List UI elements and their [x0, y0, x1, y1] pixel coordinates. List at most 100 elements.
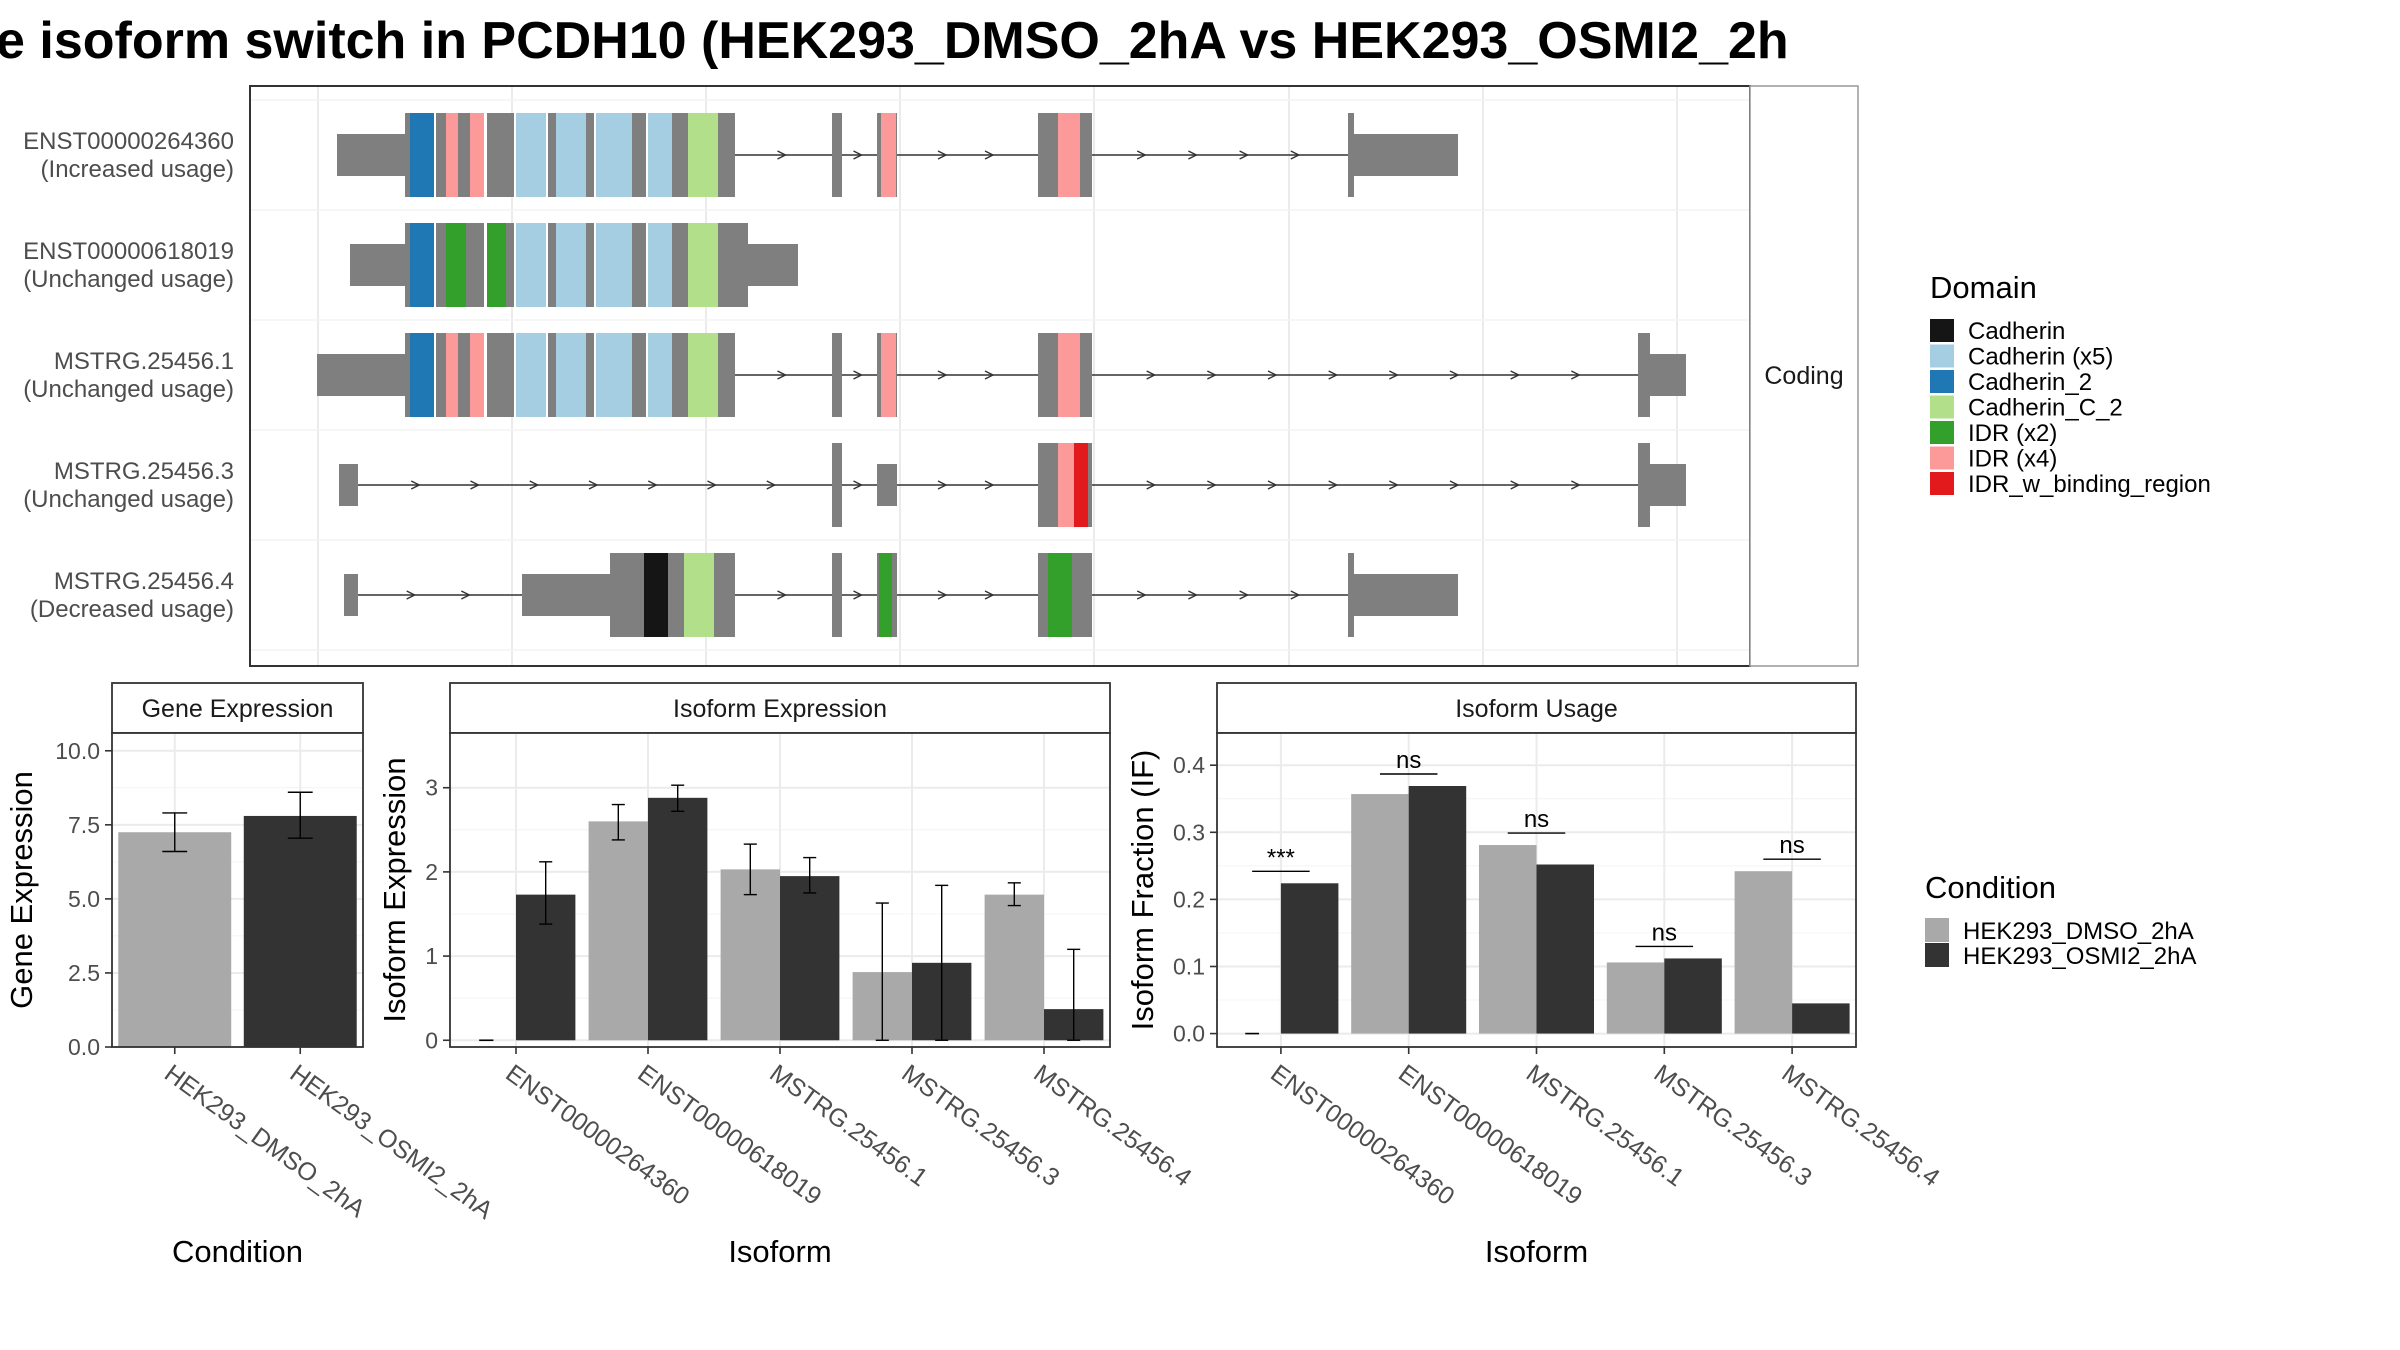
domain-block — [1048, 553, 1072, 637]
intron-direction-arrow — [1239, 590, 1250, 600]
intron-direction-arrow — [1328, 480, 1339, 490]
coding-exon — [1638, 333, 1650, 417]
domain-legend-label: Cadherin (x5) — [1968, 344, 2113, 371]
utr-exon — [337, 134, 405, 176]
coding-exon — [1348, 553, 1354, 637]
y-tick-label: 0.0 — [1173, 1021, 1205, 1047]
domain-block — [648, 223, 672, 307]
intron-direction-arrow — [937, 370, 948, 380]
domain-legend-label: IDR (x4) — [1968, 446, 2057, 473]
y-axis-title: Isoform Fraction (IF) — [1125, 750, 1160, 1031]
intron-direction-arrow — [937, 480, 948, 490]
isoform-usage-chart: Isoform Usage***nsnsnsns0.00.10.20.30.4E… — [1125, 682, 1945, 1269]
domain-legend-swatch — [1930, 472, 1954, 495]
panel-strip-title: Gene Expression — [142, 695, 334, 723]
domain-block — [688, 113, 718, 197]
bar — [720, 869, 780, 1041]
intron-direction-arrow — [777, 370, 788, 380]
domain-separator — [594, 113, 596, 197]
domain-separator — [546, 113, 548, 197]
y-tick-label: 1 — [425, 943, 438, 969]
domain-legend-label: Cadherin — [1968, 318, 2065, 345]
condition-legend-label: HEK293_OSMI2_2hA — [1963, 943, 2196, 970]
y-axis-title: Gene Expression — [4, 771, 39, 1009]
domain-block — [596, 333, 632, 417]
y-tick-label: 7.5 — [68, 812, 100, 838]
bar — [1280, 883, 1339, 1034]
intron-direction-arrow — [529, 480, 540, 490]
domain-separator — [594, 333, 596, 417]
domain-block — [516, 333, 546, 417]
domain-block — [556, 333, 586, 417]
facet-label: Coding — [1764, 362, 1843, 390]
significance-label: *** — [1267, 844, 1295, 871]
x-axis-title: Isoform — [728, 1234, 831, 1269]
x-axis-title: Isoform — [1485, 1234, 1588, 1269]
domain-block — [410, 333, 434, 417]
condition-legend-swatch — [1925, 918, 1949, 942]
coding-exon — [832, 443, 842, 527]
figure-title: e isoform switch in PCDH10 (HEK293_DMSO_… — [0, 12, 1789, 70]
intron-direction-arrow — [1146, 370, 1157, 380]
intron-direction-arrow — [853, 150, 864, 160]
domain-separator — [514, 223, 516, 307]
intron-direction-arrow — [1207, 370, 1217, 380]
utr-exon — [748, 244, 798, 286]
structure-gridlines — [251, 87, 1749, 665]
domain-block — [410, 223, 434, 307]
domain-block — [470, 113, 486, 197]
y-tick-label: 3 — [425, 775, 438, 801]
domain-legend-swatch — [1930, 421, 1954, 444]
intron-direction-arrow — [1267, 480, 1278, 490]
domain-block — [881, 113, 896, 197]
domain-separator — [434, 223, 436, 307]
intron-direction-arrow — [984, 150, 995, 160]
domain-separator — [646, 223, 648, 307]
transcript-id-label: ENST00000618019 — [23, 238, 234, 265]
domain-block — [1074, 443, 1088, 527]
intron-direction-arrow — [1188, 590, 1198, 600]
domain-block — [516, 223, 546, 307]
y-tick-label: 2.5 — [68, 960, 100, 986]
domain-block — [556, 113, 586, 197]
domain-separator — [546, 333, 548, 417]
condition-legend: Condition HEK293_DMSO_2hAHEK293_OSMI2_2h… — [1925, 870, 2196, 970]
intron-direction-arrow — [937, 150, 948, 160]
domain-block — [516, 113, 546, 197]
intron-direction-arrow — [1389, 370, 1399, 380]
intron-direction-arrow — [1510, 370, 1521, 380]
domain-block — [1058, 333, 1080, 417]
intron-direction-arrow — [1290, 150, 1301, 160]
bar — [1351, 794, 1409, 1034]
transcript-labels: ENST00000264360(Increased usage) ENST0000… — [23, 128, 234, 623]
utr-exon — [350, 244, 405, 286]
gene-expression-chart: Gene Expression 0.0 2.5 5.0 7.5 10.0 HEK293_DM… — [4, 682, 498, 1269]
intron-direction-arrow — [1290, 590, 1301, 600]
intron-direction-arrow — [406, 590, 417, 600]
domain-legend-swatch — [1930, 370, 1954, 393]
intron-direction-arrow — [1207, 480, 1217, 490]
transcript-id-label: ENST00000264360 — [23, 128, 234, 155]
panel-strip — [111, 682, 364, 734]
significance-label: ns — [1396, 747, 1421, 774]
intron-direction-arrow — [937, 590, 948, 600]
domain-separator — [484, 113, 487, 197]
isoform-expression-chart: Isoform Expression0123ENST00000264360ENS… — [377, 682, 1197, 1269]
significance-label: ns — [1524, 806, 1549, 833]
transcript-tracks — [317, 113, 1686, 637]
domain-separator — [484, 333, 487, 417]
domain-separator — [514, 333, 516, 417]
domain-block — [648, 333, 672, 417]
intron-direction-arrow — [766, 480, 777, 490]
domain-block — [648, 113, 672, 197]
significance-label: ns — [1652, 919, 1677, 946]
facet-strip — [1749, 85, 1859, 667]
bar — [1606, 962, 1665, 1034]
intron-direction-arrow — [984, 590, 995, 600]
intron-direction-arrow — [1136, 150, 1147, 160]
intron-direction-arrow — [777, 590, 788, 600]
significance-label: ns — [1779, 832, 1804, 859]
coding-exon — [832, 553, 842, 637]
intron-direction-arrow — [984, 370, 995, 380]
